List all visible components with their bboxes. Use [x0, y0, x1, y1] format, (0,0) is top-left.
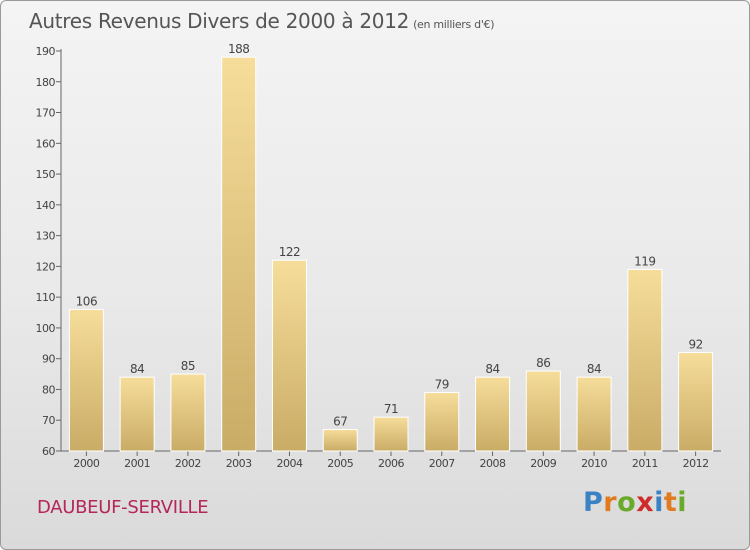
- bar-value-label: 188: [228, 42, 249, 56]
- bar: [678, 352, 714, 452]
- x-tick-label: 2008: [480, 457, 506, 470]
- bar: [424, 392, 460, 452]
- chart-title-text: Autres Revenus Divers de 2000 à 2012: [29, 9, 410, 33]
- y-tick-label: 170: [36, 107, 56, 120]
- bar: [119, 376, 155, 452]
- y-tick-label: 100: [36, 322, 56, 335]
- y-tick-label: 160: [36, 137, 56, 150]
- bar: [373, 416, 409, 452]
- logo-letter: P: [583, 487, 604, 518]
- town-name: DAUBEUF-SERVILLE: [37, 497, 209, 518]
- bar: [627, 268, 663, 452]
- logo-letter: t: [663, 487, 678, 518]
- bar: [68, 308, 104, 452]
- y-tick-label: 190: [36, 45, 56, 58]
- x-tick-label: 2011: [632, 457, 658, 470]
- chart-subtitle: (en milliers d'€): [413, 18, 495, 31]
- bar: [271, 259, 307, 452]
- axes: 60 70 80 90 100 110 120 130 140 150 160 170 180 190 20…: [36, 45, 721, 470]
- bar-value-label: 86: [536, 356, 550, 370]
- chart-title: Autres Revenus Divers de 2000 à 2012 (en …: [29, 9, 495, 33]
- x-tick-label: 2009: [530, 457, 556, 470]
- y-tick-label: 150: [36, 168, 56, 181]
- bar-value-label: 71: [384, 402, 398, 416]
- bar: [221, 56, 257, 452]
- x-tick-label: 2004: [276, 457, 302, 470]
- proxiti-logo: Proxiti: [583, 487, 687, 518]
- x-tick-label: 2006: [378, 457, 404, 470]
- x-tick-label: 2010: [581, 457, 607, 470]
- bars: [68, 56, 714, 452]
- y-tick-label: 60: [42, 445, 55, 458]
- y-tick-label: 90: [42, 353, 55, 366]
- value-labels: 106 84 85 188 122 67 71 79 84 86 84 119 92: [76, 42, 704, 428]
- logo-letter: i: [677, 487, 688, 518]
- x-tick-label: 2007: [429, 457, 455, 470]
- bar-value-label: 85: [181, 359, 195, 373]
- bar-value-label: 79: [435, 378, 449, 392]
- x-tick-label: 2001: [124, 457, 150, 470]
- logo-letter: i: [654, 487, 664, 518]
- y-tick-label: 110: [36, 291, 56, 304]
- bar: [525, 370, 561, 452]
- bar-value-label: 84: [130, 362, 144, 376]
- y-tick-label: 180: [36, 76, 56, 89]
- y-tick-label: 70: [42, 414, 55, 427]
- bar-value-label: 122: [279, 245, 300, 259]
- bar: [170, 373, 206, 452]
- bar-value-label: 119: [634, 254, 655, 268]
- x-tick-label: 2005: [327, 457, 353, 470]
- bar-value-label: 106: [76, 294, 97, 308]
- bar: [322, 428, 358, 452]
- bar-value-label: 67: [333, 414, 347, 428]
- x-tick-label: 2003: [226, 457, 252, 470]
- logo-letter: r: [603, 487, 618, 518]
- bar-value-label: 84: [587, 362, 601, 376]
- bar: [576, 376, 612, 452]
- y-tick-label: 140: [36, 199, 56, 212]
- x-tick-label: 2000: [73, 457, 99, 470]
- y-tick-label: 130: [36, 230, 56, 243]
- logo-letter: o: [617, 487, 637, 518]
- y-tick-label: 80: [42, 383, 55, 396]
- y-tick-label: 120: [36, 260, 56, 273]
- x-tick-label: 2002: [175, 457, 201, 470]
- bar-value-label: 92: [688, 338, 702, 352]
- bar-value-label: 84: [485, 362, 499, 376]
- bar: [475, 376, 511, 452]
- logo-letter: x: [636, 487, 655, 518]
- x-tick-label: 2012: [683, 457, 709, 470]
